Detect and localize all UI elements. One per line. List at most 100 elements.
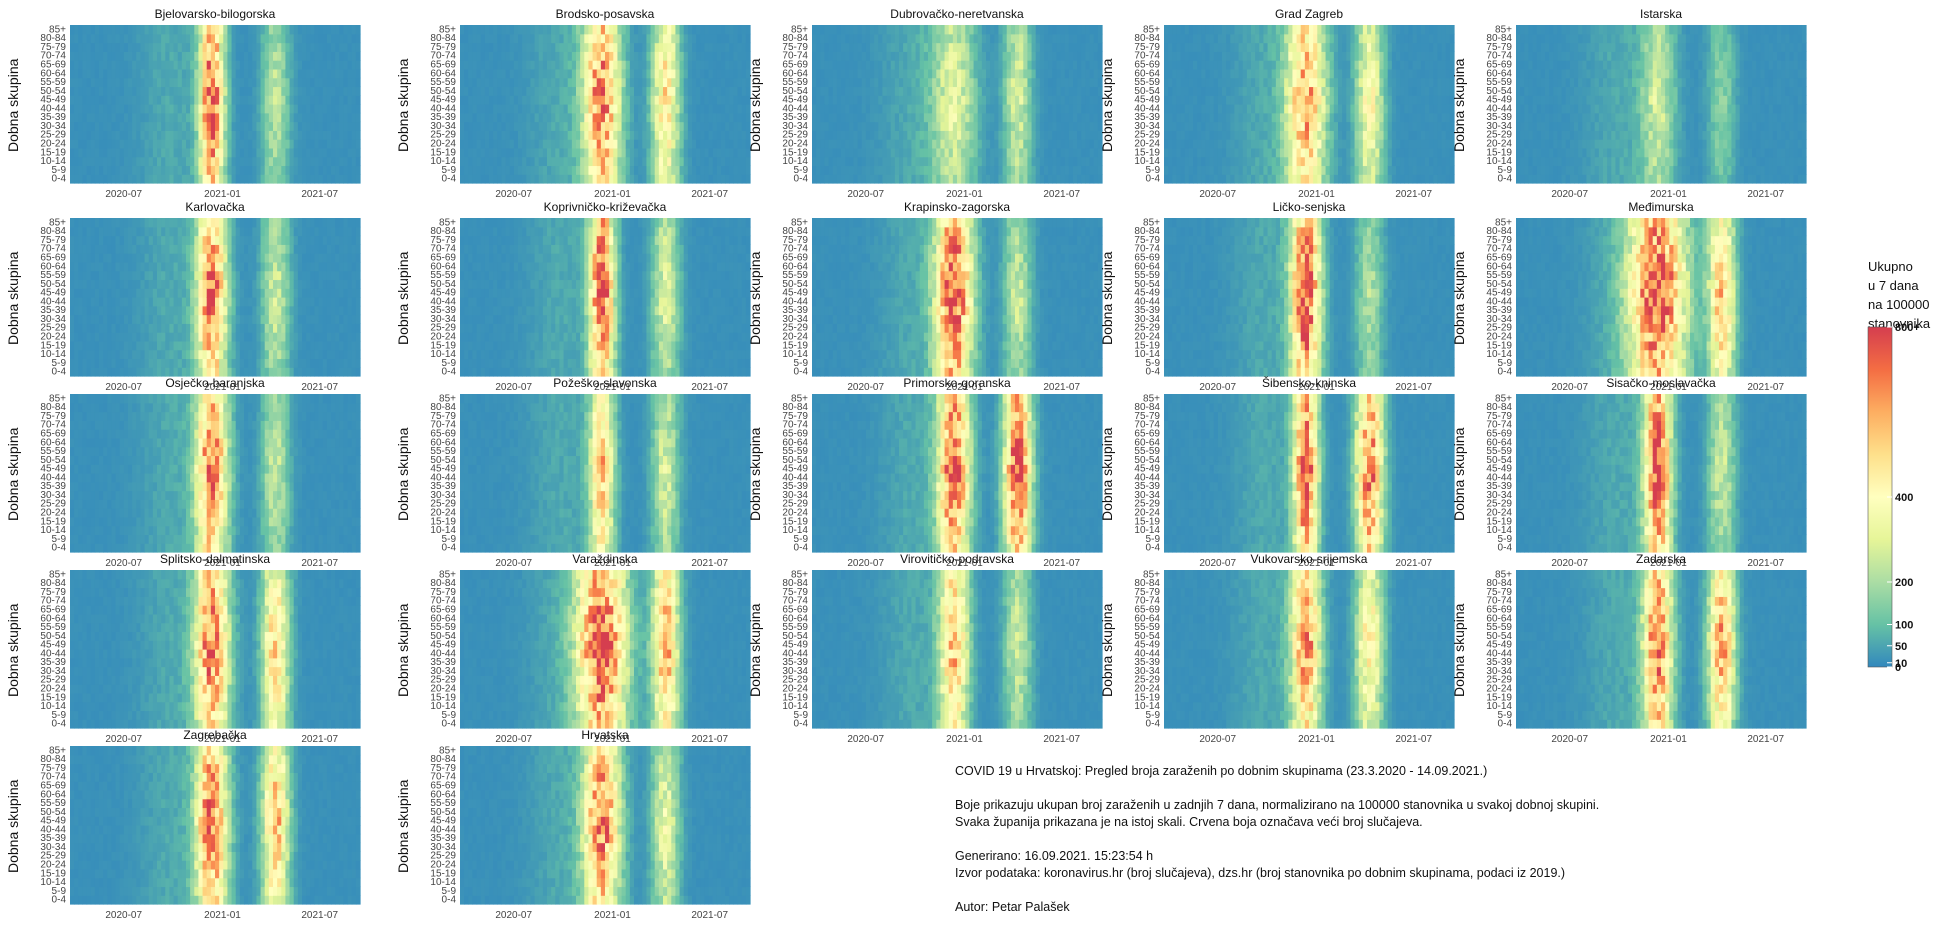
heat-cell: [128, 121, 133, 131]
heat-cell: [919, 33, 925, 44]
heat-cell: [198, 77, 204, 88]
heat-cell: [1056, 86, 1062, 96]
heat-cell: [634, 77, 639, 88]
heat-cell: [667, 51, 672, 61]
heat-cell: [318, 51, 324, 61]
heat-cell: [1060, 139, 1066, 149]
heat-cell: [667, 95, 672, 105]
heat-cell: [948, 121, 954, 131]
heat-cell: [273, 33, 278, 44]
heat-cell: [1010, 112, 1016, 123]
heat-cell: [704, 104, 710, 114]
heat-cell: [878, 42, 884, 52]
heat-cell: [600, 95, 606, 105]
heat-cell: [1255, 174, 1260, 184]
heat-cell: [1019, 165, 1024, 175]
heat-cell: [1209, 86, 1215, 96]
heat-cell: [1358, 147, 1364, 158]
heat-cell: [1346, 139, 1352, 149]
heat-cell: [824, 130, 830, 140]
heat-cell: [144, 51, 150, 61]
heat-cell: [1222, 33, 1227, 44]
heat-cell: [555, 112, 561, 123]
heat-cell: [1085, 25, 1091, 35]
heat-cell: [1077, 156, 1082, 167]
heat-cell: [181, 147, 187, 158]
heat-cell: [476, 33, 482, 44]
heat-cell: [1309, 147, 1314, 158]
heat-cell: [476, 174, 482, 184]
heat-cell: [509, 60, 515, 70]
heat-cell: [1296, 33, 1302, 44]
heat-cell: [518, 104, 523, 114]
heat-cell: [1073, 112, 1078, 123]
heat-cell: [256, 112, 262, 123]
heat-cell: [1234, 77, 1240, 88]
heat-cell: [1230, 77, 1236, 88]
heat-cell: [78, 139, 84, 149]
heat-cell: [1288, 60, 1294, 70]
heat-cell: [1010, 77, 1016, 88]
heat-cell: [522, 139, 527, 149]
heat-cell: [1284, 130, 1289, 140]
heat-cell: [816, 104, 821, 114]
heat-cell: [1010, 86, 1016, 96]
heat-cell: [244, 60, 249, 70]
y-axis-label: Dobna skupina: [747, 59, 763, 152]
heat-cell: [306, 104, 311, 114]
heat-cell: [293, 95, 299, 105]
heat-cell: [588, 33, 594, 44]
heat-cell: [480, 156, 486, 167]
heat-cell: [1391, 165, 1397, 175]
heat-cell: [1064, 42, 1070, 52]
heat-cell: [244, 165, 249, 175]
heat-cell: [235, 112, 241, 123]
heat-cell: [1209, 112, 1215, 123]
heat-cell: [629, 139, 635, 149]
heat-cell: [986, 174, 991, 184]
heat-cell: [687, 42, 693, 52]
heat-cell: [351, 104, 357, 114]
heat-cell: [1280, 77, 1285, 88]
heat-cell: [1362, 112, 1368, 123]
heat-cell: [70, 25, 75, 35]
heat-cell: [1408, 86, 1414, 96]
heat-cell: [542, 156, 548, 167]
heat-cell: [986, 33, 991, 44]
heat-cell: [268, 51, 274, 61]
heat-cell: [845, 25, 850, 35]
heat-cell: [969, 95, 975, 105]
heat-cell: [493, 42, 498, 52]
heat-cell: [74, 77, 79, 88]
heat-cell: [1412, 112, 1418, 123]
heat-cell: [961, 25, 966, 35]
heat-cell: [824, 139, 830, 149]
heat-cell: [248, 147, 253, 158]
heat-cell: [994, 174, 1000, 184]
heat-cell: [302, 77, 307, 88]
heat-cell: [671, 174, 677, 184]
heat-cell: [1346, 174, 1352, 184]
heat-cell: [1230, 25, 1236, 35]
heat-cell: [675, 33, 681, 44]
heat-cell: [1367, 174, 1372, 184]
heat-cell: [1321, 165, 1327, 175]
heat-cell: [526, 165, 532, 175]
heat-cell: [1425, 156, 1430, 167]
heat-cell: [335, 77, 340, 88]
heat-cell: [1006, 130, 1012, 140]
heat-cell: [194, 130, 200, 140]
heat-cell: [501, 86, 507, 96]
heat-cell: [86, 86, 92, 96]
heat-cell: [1404, 42, 1410, 52]
heat-cell: [1400, 51, 1405, 61]
heat-cell: [1362, 139, 1368, 149]
heat-cell: [1002, 174, 1008, 184]
heat-cell: [1408, 139, 1414, 149]
heat-cell: [136, 42, 142, 52]
heat-cell: [472, 112, 478, 123]
heat-cell: [497, 130, 503, 140]
heat-cell: [1362, 95, 1368, 105]
heat-cell: [1391, 95, 1397, 105]
heat-cell: [1338, 68, 1343, 79]
